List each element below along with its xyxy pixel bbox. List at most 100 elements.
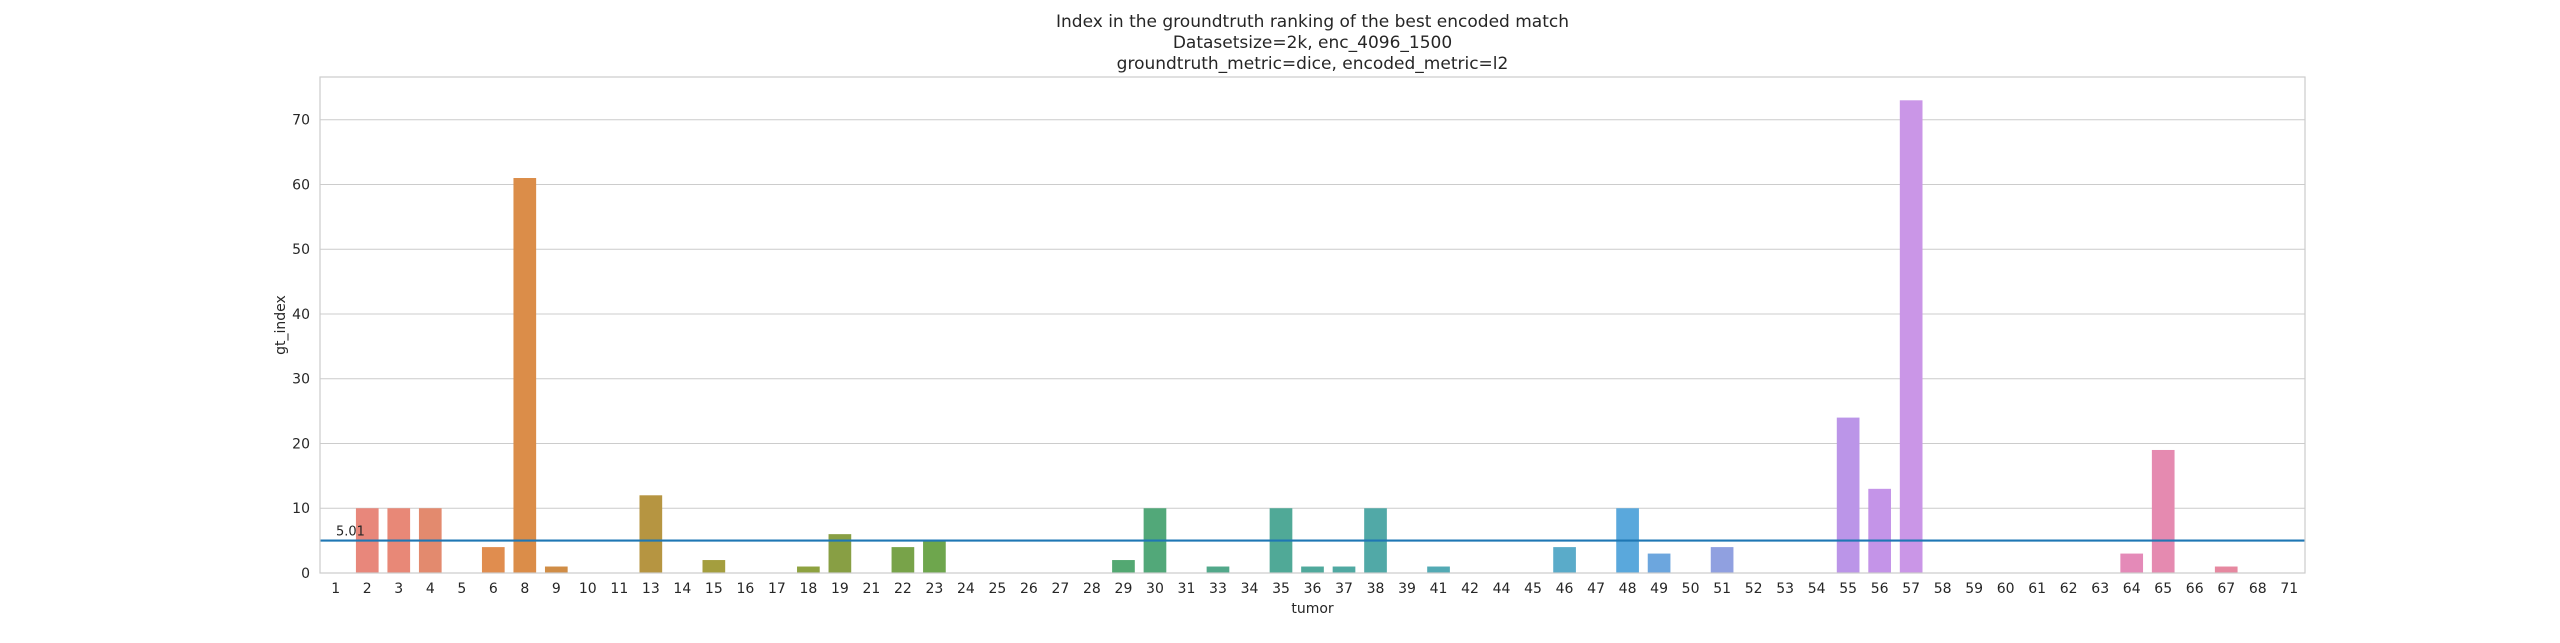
y-tick-label: 10 xyxy=(292,501,310,517)
y-tick-label: 20 xyxy=(292,436,310,452)
bar xyxy=(481,547,505,573)
x-tick-label: 46 xyxy=(1556,581,1574,597)
x-tick-label: 18 xyxy=(799,581,817,597)
x-tick-labels: 1 2 3 4 5 6 8 9 10 11 13 14 15 16 17 18 19 21 22 23 24 25 26 27… xyxy=(331,581,2298,597)
bar xyxy=(1332,566,1356,573)
x-tick-label: 26 xyxy=(1020,581,1038,597)
x-tick-label: 8 xyxy=(520,581,529,597)
x-tick-label: 54 xyxy=(1808,581,1826,597)
bar xyxy=(1206,566,1230,573)
y-tick-label: 30 xyxy=(292,372,310,388)
reference-line: 5.01 xyxy=(320,525,2305,542)
x-tick-label: 29 xyxy=(1115,581,1133,597)
x-tick-label: 45 xyxy=(1524,581,1542,597)
x-tick-label: 31 xyxy=(1178,581,1196,597)
x-tick-label: 35 xyxy=(1272,581,1290,597)
x-tick-label: 34 xyxy=(1241,581,1259,597)
bar xyxy=(513,178,537,573)
x-tick-label: 48 xyxy=(1619,581,1637,597)
x-tick-label: 63 xyxy=(2091,581,2109,597)
bar xyxy=(1710,547,1734,573)
plot-frame xyxy=(319,76,2306,574)
x-tick-label: 39 xyxy=(1398,581,1416,597)
chart-title: Index in the groundtruth ranking of the … xyxy=(1056,12,1569,74)
x-tick-label: 47 xyxy=(1587,581,1605,597)
x-tick-label: 51 xyxy=(1713,581,1731,597)
x-tick-label: 1 xyxy=(331,581,340,597)
x-tick-label: 61 xyxy=(2028,581,2046,597)
x-tick-label: 42 xyxy=(1461,581,1479,597)
bar xyxy=(1647,553,1671,573)
x-tick-label: 60 xyxy=(1997,581,2015,597)
x-tick-label: 30 xyxy=(1146,581,1164,597)
x-tick-label: 25 xyxy=(989,581,1007,597)
bar xyxy=(2151,449,2175,573)
x-tick-label: 27 xyxy=(1052,581,1070,597)
x-tick-label: 21 xyxy=(862,581,880,597)
x-tick-label: 37 xyxy=(1335,581,1353,597)
bar xyxy=(1427,566,1450,573)
bar xyxy=(1553,547,1576,573)
x-tick-label: 11 xyxy=(610,581,628,597)
x-tick-label: 55 xyxy=(1839,581,1857,597)
x-tick-label: 10 xyxy=(579,581,597,597)
x-tick-label: 52 xyxy=(1745,581,1763,597)
x-tick-label: 64 xyxy=(2123,581,2141,597)
y-tick-label: 70 xyxy=(292,113,310,129)
x-tick-label: 38 xyxy=(1367,581,1385,597)
bar xyxy=(702,560,726,573)
bar xyxy=(797,566,820,573)
title-line: Index in the groundtruth ranking of the … xyxy=(1056,12,1569,32)
x-tick-label: 66 xyxy=(2186,581,2204,597)
x-tick-label: 5 xyxy=(457,581,466,597)
x-tick-label: 67 xyxy=(2217,581,2235,597)
x-tick-label: 22 xyxy=(894,581,912,597)
bar xyxy=(1899,100,1923,574)
bar xyxy=(1868,488,1891,573)
bar xyxy=(1836,417,1860,573)
x-tick-label: 2 xyxy=(363,581,372,597)
x-tick-label: 9 xyxy=(552,581,561,597)
x-tick-label: 17 xyxy=(768,581,786,597)
title-line: groundtruth_metric=dice, encoded_metric=… xyxy=(1117,54,1509,74)
x-tick-label: 4 xyxy=(426,581,435,597)
x-tick-label: 44 xyxy=(1493,581,1511,597)
bar xyxy=(891,547,915,573)
x-tick-label: 71 xyxy=(2280,581,2298,597)
x-tick-label: 24 xyxy=(957,581,975,597)
x-tick-label: 41 xyxy=(1430,581,1448,597)
x-tick-label: 19 xyxy=(831,581,849,597)
bar xyxy=(639,495,663,573)
x-tick-label: 50 xyxy=(1682,581,1700,597)
grid xyxy=(320,119,2305,574)
y-tick-label: 40 xyxy=(292,307,310,323)
bars xyxy=(355,100,2238,574)
x-tick-label: 6 xyxy=(489,581,498,597)
bar xyxy=(1112,560,1135,573)
x-tick-label: 49 xyxy=(1650,581,1668,597)
x-tick-label: 16 xyxy=(736,581,754,597)
bar xyxy=(2120,553,2144,573)
y-tick-label: 50 xyxy=(292,242,310,258)
x-tick-label: 57 xyxy=(1902,581,1920,597)
bar xyxy=(828,534,852,573)
x-axis-label: tumor xyxy=(1291,601,1334,617)
x-tick-label: 23 xyxy=(925,581,943,597)
x-tick-label: 36 xyxy=(1304,581,1322,597)
bar xyxy=(544,566,568,573)
x-tick-label: 15 xyxy=(705,581,723,597)
x-tick-label: 3 xyxy=(394,581,403,597)
x-tick-label: 28 xyxy=(1083,581,1101,597)
y-tick-labels: 0 10 20 30 40 50 60 70 xyxy=(292,113,310,582)
bar xyxy=(1301,566,1324,573)
x-tick-label: 58 xyxy=(1934,581,1952,597)
x-tick-label: 56 xyxy=(1871,581,1889,597)
x-tick-label: 59 xyxy=(1965,581,1983,597)
title-line: Datasetsize=2k, enc_4096_1500 xyxy=(1173,33,1452,53)
x-tick-label: 65 xyxy=(2154,581,2172,597)
y-axis-label: gt_index xyxy=(273,295,289,355)
x-tick-label: 13 xyxy=(642,581,660,597)
mean-line-label: 5.01 xyxy=(336,525,365,540)
